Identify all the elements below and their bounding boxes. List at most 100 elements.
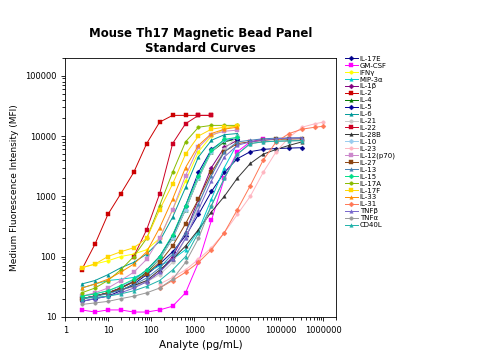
IL-12(p70) [79, 294, 85, 298]
IL-13 [221, 149, 227, 154]
IL-23 [320, 120, 326, 124]
IL-17A [105, 278, 111, 283]
IFNγ [79, 266, 85, 270]
IL-10 [221, 138, 227, 143]
IL-10 [105, 289, 111, 293]
IL-13 [130, 283, 136, 287]
IFNγ [195, 149, 201, 154]
IL-15 [143, 268, 149, 272]
IL-12(p70) [234, 128, 240, 132]
CD40L [182, 255, 188, 259]
IL-4 [156, 257, 162, 261]
IL-33 [156, 226, 162, 230]
IL-6 [182, 185, 188, 190]
IL-12(p70) [105, 286, 111, 290]
IL-21 [92, 294, 98, 298]
IL-10 [156, 257, 162, 261]
IFNγ [105, 258, 111, 263]
IL-23 [208, 246, 214, 250]
GM-CSF [247, 140, 253, 144]
IL-33 [182, 165, 188, 170]
IL-17A [208, 123, 214, 127]
IL-5 [118, 286, 124, 290]
IL-27 [79, 297, 85, 301]
CD40L [221, 176, 227, 180]
IL-13 [286, 136, 292, 140]
IL-28B [247, 161, 253, 166]
GM-CSF [182, 291, 188, 295]
IL-12(p70) [208, 132, 214, 137]
TNFα [92, 301, 98, 305]
IL-31 [273, 140, 279, 144]
IL-1β [143, 280, 149, 284]
IL-28B [105, 291, 111, 295]
IL-17F [182, 152, 188, 156]
IL-31 [260, 158, 266, 162]
TNFα [118, 297, 124, 301]
MIP-3α [182, 248, 188, 252]
IL-33 [118, 270, 124, 274]
IL-6 [169, 215, 175, 219]
IL-6 [234, 131, 240, 136]
IFNγ [169, 207, 175, 212]
IL-17A [156, 203, 162, 208]
Line: IL-17A: IL-17A [80, 123, 238, 294]
IL-31 [320, 124, 326, 129]
CD40L [118, 292, 124, 296]
IL-4 [169, 236, 175, 240]
IL-33 [130, 262, 136, 266]
Line: IL-4: IL-4 [80, 137, 238, 300]
IL-17A [234, 123, 240, 127]
IL-33 [169, 197, 175, 201]
MIP-3α [169, 257, 175, 261]
MIP-3α [105, 278, 111, 283]
IL-10 [182, 207, 188, 212]
TNFα [143, 291, 149, 295]
IL-17A [221, 123, 227, 127]
TNFβ [169, 257, 175, 261]
IL-23 [286, 135, 292, 140]
IL-6 [195, 155, 201, 159]
IL-17F [118, 249, 124, 254]
IL-27 [234, 141, 240, 146]
IL-22 [182, 122, 188, 126]
TNFα [169, 277, 175, 282]
IL-10 [195, 176, 201, 180]
IL-17E [182, 234, 188, 238]
IL-17E [260, 147, 266, 152]
GM-CSF [118, 308, 124, 312]
IL-13 [260, 136, 266, 141]
IL-17F [221, 125, 227, 129]
IL-21 [208, 170, 214, 175]
IL-17E [169, 249, 175, 254]
IL-21 [130, 284, 136, 288]
IL-5 [156, 255, 162, 259]
Line: IL-1β: IL-1β [80, 139, 238, 300]
IL-17F [156, 207, 162, 212]
IFNγ [143, 248, 149, 252]
IL-27 [286, 137, 292, 141]
IL-6 [130, 260, 136, 265]
IL-6 [105, 273, 111, 277]
GM-CSF [92, 310, 98, 314]
TNFβ [273, 136, 279, 141]
IL-23 [169, 275, 175, 280]
CD40L [195, 230, 201, 235]
IL-21 [234, 134, 240, 138]
IL-27 [156, 260, 162, 265]
IL-27 [105, 291, 111, 295]
IL-23 [273, 149, 279, 154]
IL-1β [221, 145, 227, 149]
IL-13 [208, 174, 214, 178]
IL-31 [156, 286, 162, 290]
IL-12(p70) [195, 145, 201, 149]
TNFβ [299, 136, 305, 140]
IL-1β [234, 138, 240, 143]
IL-33 [92, 282, 98, 286]
IL-6 [79, 282, 85, 286]
IL-1β [105, 291, 111, 295]
IL-2 [182, 113, 188, 117]
TNFα [182, 260, 188, 265]
IL-17A [143, 236, 149, 240]
TNFβ [105, 294, 111, 298]
